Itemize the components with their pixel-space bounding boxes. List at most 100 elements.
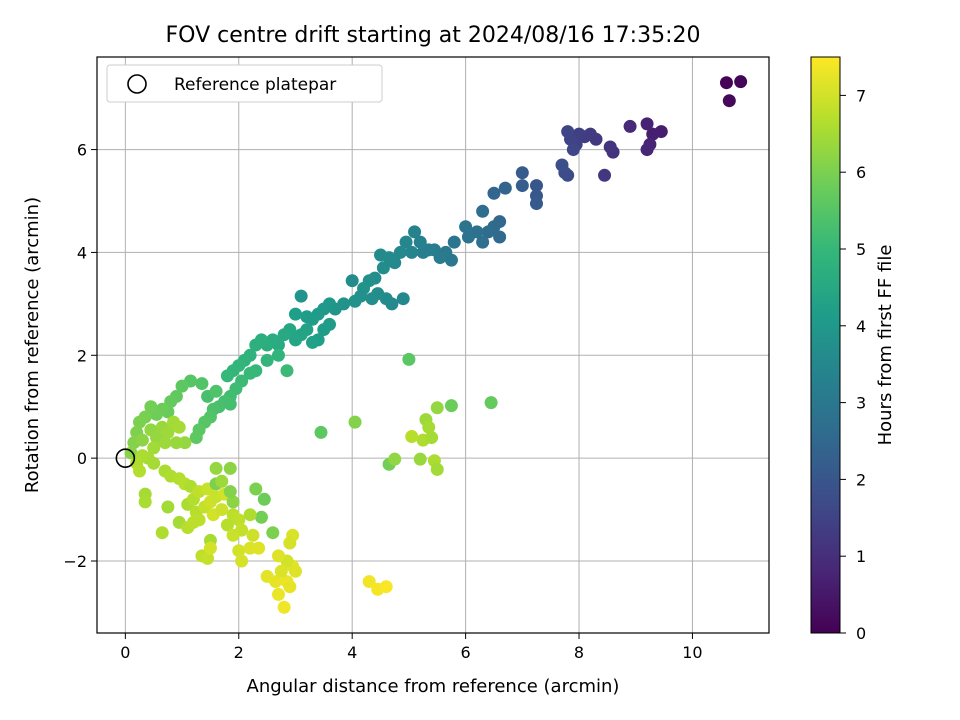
data-point — [226, 495, 240, 509]
y-tick-label: 2 — [77, 346, 87, 365]
data-point — [300, 310, 314, 324]
data-point — [144, 400, 158, 414]
data-point — [201, 551, 215, 565]
data-point — [271, 348, 285, 362]
data-point — [195, 377, 209, 391]
x-axis-ticks: 0 2 4 6 8 10 — [120, 633, 703, 662]
data-point — [447, 235, 461, 249]
data-point — [220, 369, 234, 383]
data-point — [561, 125, 575, 139]
y-tick-label: 0 — [77, 449, 87, 468]
colorbar-tick-label: 5 — [856, 240, 866, 259]
gridlines — [97, 57, 769, 633]
data-point — [175, 379, 189, 393]
data-point — [283, 580, 297, 594]
data-point — [623, 119, 637, 133]
data-point — [529, 197, 543, 211]
data-point — [722, 94, 736, 108]
x-tick-label: 6 — [461, 643, 471, 662]
data-points — [124, 75, 748, 614]
data-point — [161, 500, 175, 514]
colorbar — [810, 56, 841, 634]
data-point — [598, 168, 612, 182]
colorbar-tick-label: 2 — [856, 470, 866, 489]
colorbar-tick-label: 6 — [856, 163, 866, 182]
data-point — [288, 307, 302, 321]
data-point — [515, 166, 529, 180]
data-point — [430, 462, 444, 476]
data-point — [249, 338, 263, 352]
data-point — [271, 587, 285, 601]
data-point — [314, 425, 328, 439]
data-point — [288, 333, 302, 347]
data-point — [399, 235, 413, 249]
data-point — [305, 335, 319, 349]
legend-label: Reference platepar — [174, 75, 336, 95]
data-point — [147, 441, 161, 455]
y-tick-label: 6 — [77, 141, 87, 160]
data-point — [277, 328, 291, 342]
data-point — [402, 352, 416, 366]
colorbar-label: Hours from first FF file — [875, 245, 896, 446]
data-point — [425, 431, 439, 445]
data-point — [243, 508, 257, 522]
data-point — [317, 323, 331, 337]
data-point — [376, 261, 390, 275]
data-point — [393, 245, 407, 259]
data-point — [413, 452, 427, 466]
data-point — [158, 436, 172, 450]
x-tick-label: 10 — [682, 643, 702, 662]
x-tick-label: 2 — [234, 643, 244, 662]
legend: Reference platepar — [106, 64, 383, 103]
data-point — [266, 526, 280, 540]
colorbar-tick-label: 1 — [856, 547, 866, 566]
data-point — [283, 536, 297, 550]
data-point — [252, 541, 266, 555]
data-point — [498, 181, 512, 195]
data-point — [430, 401, 444, 415]
data-point — [147, 456, 161, 470]
data-point — [189, 431, 203, 445]
data-point — [164, 395, 178, 409]
data-point — [155, 526, 169, 540]
data-point — [280, 364, 294, 378]
data-point — [274, 564, 288, 578]
data-point — [405, 430, 419, 444]
data-point — [396, 292, 410, 306]
data-point — [220, 518, 234, 532]
data-point — [476, 204, 490, 218]
data-point — [226, 528, 240, 542]
colorbar-tick-label: 0 — [856, 624, 866, 643]
data-point — [487, 186, 501, 200]
legend-box — [106, 64, 383, 103]
data-point — [734, 75, 748, 89]
data-point — [603, 140, 617, 154]
data-point — [493, 230, 507, 244]
data-point — [135, 433, 149, 447]
colorbar-ticks: 0 1 2 3 4 5 6 7 — [840, 86, 866, 643]
x-tick-label: 4 — [347, 643, 357, 662]
data-point — [422, 420, 436, 434]
colorbar-tick-label: 4 — [856, 317, 866, 336]
data-point — [133, 415, 147, 429]
data-point — [254, 510, 268, 524]
data-point — [348, 294, 362, 308]
data-point — [416, 245, 430, 259]
colorbar-tick-label: 3 — [856, 394, 866, 413]
x-tick-label: 0 — [120, 643, 130, 662]
data-point — [481, 225, 495, 239]
data-point — [379, 580, 393, 594]
data-point — [277, 600, 291, 614]
data-point — [405, 245, 419, 259]
x-axis-label: Angular distance from reference (arcmin) — [247, 676, 620, 697]
data-point — [529, 179, 543, 193]
data-point — [640, 143, 654, 157]
y-tick-label: −2 — [63, 552, 87, 571]
data-point — [161, 425, 175, 439]
data-point — [260, 353, 274, 367]
data-point — [362, 575, 376, 589]
y-axis-ticks: −2 0 2 4 6 — [63, 141, 97, 571]
data-point — [413, 235, 427, 249]
data-point — [232, 513, 246, 527]
